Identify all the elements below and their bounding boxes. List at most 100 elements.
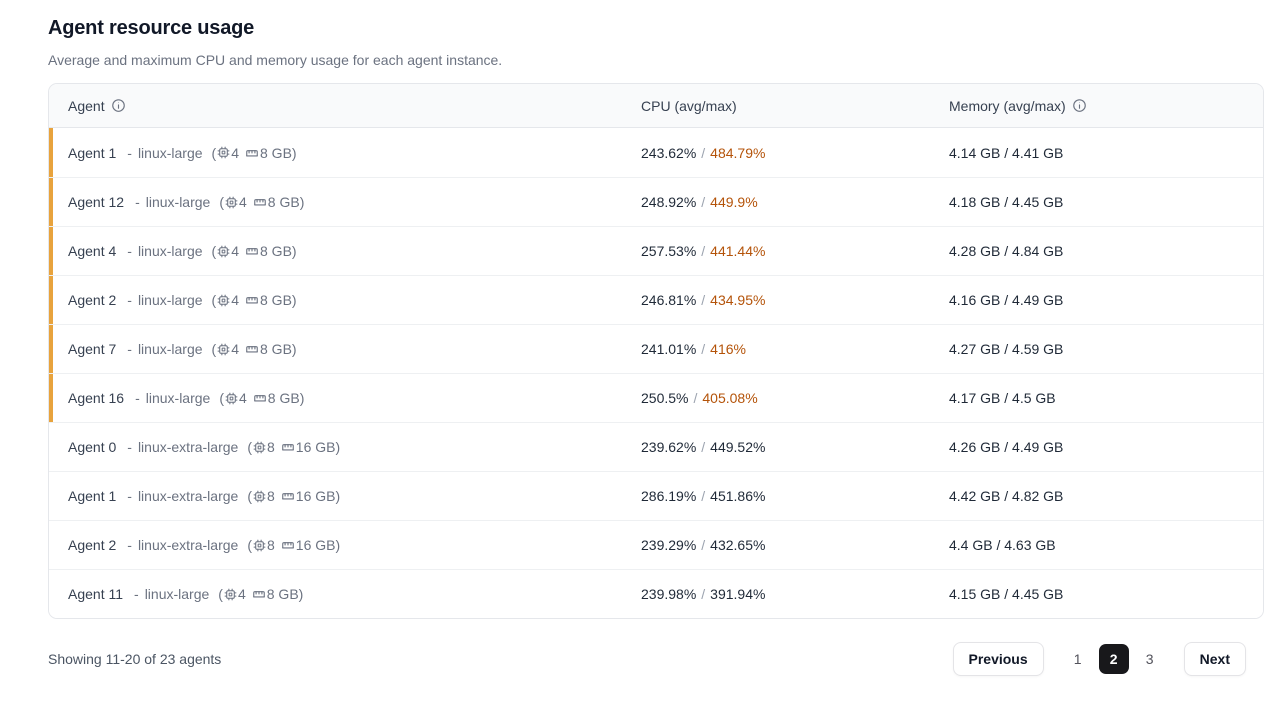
agent-memory-size: 8 GB <box>260 292 292 308</box>
memory-icon <box>245 146 259 160</box>
previous-page-button[interactable]: Previous <box>952 642 1044 676</box>
column-header-cpu: CPU (avg/max) <box>641 98 949 114</box>
agent-memory-size: 8 GB <box>267 194 300 210</box>
agent-spec: ( 4 <box>212 145 297 161</box>
page-button[interactable]: 2 <box>1098 644 1129 674</box>
open-paren: ( <box>211 341 217 357</box>
agent-dash: - <box>127 488 132 504</box>
agent-instance-type: linux-extra-large <box>137 488 239 504</box>
memory-usage-cell: 4.16 GB / 4.49 GB <box>949 292 1263 308</box>
agent-spec: ( 4 <box>212 243 297 259</box>
agent-memory-size: 8 GB <box>267 390 300 406</box>
table-row: Agent 7 - linux-large ( <box>49 324 1263 373</box>
info-icon[interactable] <box>111 98 126 113</box>
column-header-agent-label: Agent <box>68 97 105 114</box>
close-paren: ) <box>335 537 341 553</box>
agent-name: Agent 4 <box>68 243 117 259</box>
agent-dash: - <box>127 144 132 161</box>
agent-cell: Agent 12 - linux-large ( <box>49 194 641 210</box>
cpu-usage-cell: 257.53%/441.44% <box>641 243 949 259</box>
cpu-avg-value: 250.5% <box>641 390 689 406</box>
cpu-avg-value: 246.81% <box>641 292 697 308</box>
cpu-max-value: 441.44% <box>710 243 766 259</box>
column-header-cpu-label: CPU (avg/max) <box>641 97 737 114</box>
cpu-slash: / <box>701 144 706 161</box>
table-header-row: Agent CPU (avg/max) Memory (avg/max) <box>49 84 1263 128</box>
memory-usage-value: 4.28 GB / 4.84 GB <box>949 243 1064 259</box>
open-paren: ( <box>247 537 252 553</box>
pagination-summary: Showing 11-20 of 23 agents <box>48 651 222 667</box>
cpu-avg-value: 286.19% <box>641 488 697 504</box>
close-paren: ) <box>291 341 297 357</box>
cpu-max-value: 405.08% <box>702 390 758 406</box>
open-paren: ( <box>211 144 217 161</box>
cpu-avg-value: 241.01% <box>641 341 697 357</box>
memory-icon <box>245 293 259 307</box>
table-row: Agent 11 - linux-large ( <box>49 569 1263 618</box>
cpu-usage-cell: 250.5%/405.08% <box>641 390 949 406</box>
agent-name: Agent 0 <box>68 439 117 455</box>
agent-cpu-count: 4 <box>231 341 239 357</box>
agent-cell: Agent 2 - linux-extra-large ( <box>49 537 641 553</box>
agent-cpu-count: 4 <box>231 292 239 308</box>
cpu-max-value: 449.9% <box>710 194 758 210</box>
close-paren: ) <box>298 586 304 602</box>
cpu-avg-value: 257.53% <box>641 243 697 259</box>
column-header-memory: Memory (avg/max) <box>949 98 1263 114</box>
agent-usage-table: Agent CPU (avg/max) Memory (avg/max) <box>48 83 1264 619</box>
next-page-button[interactable]: Next <box>1183 642 1246 676</box>
memory-usage-value: 4.17 GB / 4.5 GB <box>949 390 1056 406</box>
memory-usage-cell: 4.4 GB / 4.63 GB <box>949 537 1263 553</box>
cpu-usage-cell: 241.01%/416% <box>641 341 949 357</box>
agent-instance-type: linux-large <box>145 194 211 210</box>
memory-icon <box>245 244 259 258</box>
agent-spec: ( 8 <box>247 439 340 455</box>
page-button[interactable]: 1 <box>1063 644 1093 674</box>
agent-cell: Agent 16 - linux-large ( <box>49 390 641 406</box>
page-button[interactable]: 3 <box>1135 644 1165 674</box>
cpu-slash: / <box>701 537 706 553</box>
table-row: Agent 16 - linux-large ( <box>49 373 1263 422</box>
agent-instance-type: linux-large <box>145 390 211 406</box>
agent-cell: Agent 4 - linux-large ( <box>49 243 641 259</box>
memory-usage-cell: 4.42 GB / 4.82 GB <box>949 488 1263 504</box>
agent-resource-usage-page: Agent resource usage Average and maximum… <box>48 17 1264 676</box>
agent-name: Agent 2 <box>68 537 117 553</box>
cpu-max-value: 434.95% <box>710 292 766 308</box>
open-paren: ( <box>219 194 224 210</box>
memory-usage-value: 4.15 GB / 4.45 GB <box>949 586 1064 602</box>
memory-usage-cell: 4.14 GB / 4.41 GB <box>949 145 1263 161</box>
agent-memory-size: 8 GB <box>260 144 292 161</box>
agent-instance-type: linux-extra-large <box>137 537 239 553</box>
close-paren: ) <box>299 390 305 406</box>
agent-instance-type: linux-large <box>137 292 203 308</box>
close-paren: ) <box>299 194 305 210</box>
cpu-chip-icon <box>217 146 230 159</box>
agent-name: Agent 1 <box>68 488 117 504</box>
open-paren: ( <box>218 586 223 602</box>
cpu-slash: / <box>701 243 706 259</box>
agent-dash: - <box>135 390 140 406</box>
cpu-chip-icon <box>253 441 266 454</box>
table-row: Agent 1 - linux-extra-large ( <box>49 471 1263 520</box>
cpu-avg-value: 239.62% <box>641 439 697 455</box>
memory-icon <box>253 195 267 209</box>
cpu-avg-value: 239.29% <box>641 537 697 553</box>
memory-usage-cell: 4.15 GB / 4.45 GB <box>949 586 1263 602</box>
cpu-usage-cell: 239.98%/391.94% <box>641 586 949 602</box>
agent-dash: - <box>127 341 132 357</box>
cpu-chip-icon <box>217 294 230 307</box>
cpu-slash: / <box>693 390 698 406</box>
memory-usage-value: 4.18 GB / 4.45 GB <box>949 194 1064 210</box>
info-icon[interactable] <box>1072 98 1087 113</box>
table-body: Agent 1 - linux-large ( <box>49 128 1263 618</box>
cpu-usage-cell: 239.62%/449.52% <box>641 439 949 455</box>
table-row: Agent 4 - linux-large ( <box>49 226 1263 275</box>
column-header-memory-label: Memory (avg/max) <box>949 97 1066 114</box>
agent-spec: ( 4 <box>219 390 304 406</box>
agent-cpu-count: 4 <box>231 144 239 161</box>
memory-usage-value: 4.14 GB / 4.41 GB <box>949 144 1064 161</box>
agent-dash: - <box>127 243 132 259</box>
memory-usage-value: 4.4 GB / 4.63 GB <box>949 537 1056 553</box>
